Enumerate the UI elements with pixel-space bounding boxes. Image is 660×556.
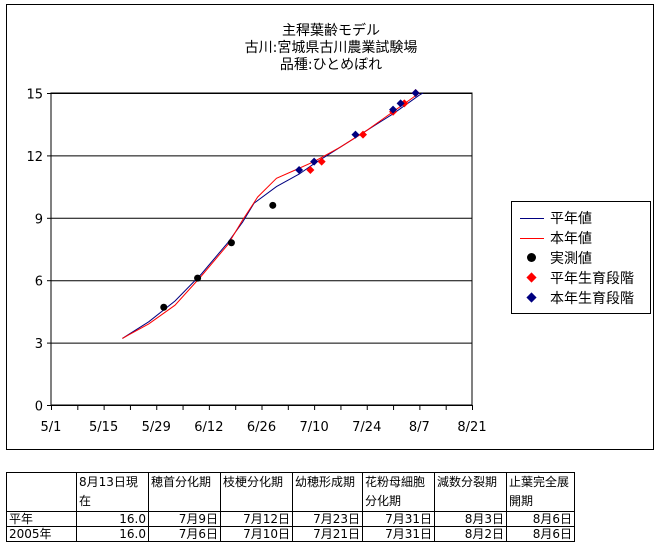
- x-tick-label: 5/15: [89, 420, 118, 435]
- legend-label: 実測値: [550, 250, 592, 267]
- legend-item-current-line: 本年値: [518, 228, 592, 247]
- table-cell: 7月10日: [220, 526, 293, 542]
- measured-point: [227, 239, 235, 247]
- chart-plot: 0 3 6 9 12 15 5/1 5/15 5/29 6/12 6/26 7/10 7/24 8/7 8/…: [26, 88, 486, 436]
- measured-point: [269, 201, 277, 209]
- legend-item-avg-stage: 平年生育段階: [518, 268, 634, 287]
- x-tick-label: 8/21: [457, 420, 486, 435]
- table-header-cell: 花粉母細胞分化期: [362, 472, 435, 512]
- x-tick-label: 7/24: [352, 420, 381, 435]
- series-layer: [122, 89, 424, 339]
- table-cell: 8月3日: [434, 511, 507, 527]
- x-tick-label: 7/10: [300, 420, 329, 435]
- stage-point: [317, 157, 326, 166]
- chart-title-line-2: 古川:宮城県古川農業試験場: [244, 40, 418, 56]
- table-header-cell: 幼穂形成期: [292, 472, 363, 512]
- legend-label: 平年生育段階: [550, 270, 634, 287]
- table-cell: 7月9日: [148, 511, 221, 527]
- table-cell: 8月2日: [434, 526, 507, 542]
- table-cell: 7月31日: [362, 526, 435, 542]
- x-tick-label: 8/7: [409, 420, 430, 435]
- x-tick-label: 5/29: [142, 420, 171, 435]
- y-tick-label: 15: [26, 88, 43, 103]
- y-tick-label: 12: [26, 150, 43, 165]
- table-cell: 7月31日: [362, 511, 435, 527]
- row-label: 平年: [6, 511, 77, 527]
- table-cell: 8月6日: [506, 511, 575, 527]
- grid-layer: [50, 92, 473, 406]
- measured-point: [160, 303, 168, 311]
- stage-point: [351, 130, 360, 139]
- row-label: 2005年: [6, 526, 77, 542]
- y-tick-label: 6: [35, 275, 43, 290]
- table-cell: 16.0: [76, 511, 149, 527]
- table-header-cell: 8月13日現在: [76, 472, 149, 512]
- table-cell: 7月12日: [220, 511, 293, 527]
- measured-point: [194, 274, 202, 282]
- stage-point: [411, 89, 420, 97]
- table-row: 2005年 16.0 7月6日 7月10日 7月21日 7月31日 8月2日 8…: [6, 526, 575, 542]
- legend-item-measured: 実測値: [518, 248, 592, 267]
- legend: 平年値 本年値 実測値 平年生育段階 本年生育段階: [511, 201, 651, 314]
- stage-point: [310, 157, 319, 166]
- table-header-cell: 減数分裂期: [434, 472, 507, 512]
- table-row: 平年 16.0 7月9日 7月12日 7月23日 7月31日 8月3日 8月6日: [6, 511, 575, 527]
- table-header-cell: 穂首分化期: [148, 472, 221, 512]
- stage-point: [295, 165, 304, 174]
- table-cell: 8月6日: [506, 526, 575, 542]
- table-header-cell: 止葉完全展開期: [506, 472, 575, 512]
- axis-layer: 0 3 6 9 12 15 5/1 5/15 5/29 6/12 6/26 7/10 7/24 8/7 8/…: [26, 88, 486, 436]
- legend-item-avg-line: 平年値: [518, 208, 592, 227]
- legend-label: 本年生育段階: [550, 290, 634, 307]
- legend-label: 本年値: [550, 230, 592, 247]
- table-cell: 16.0: [76, 526, 149, 542]
- y-tick-label: 3: [35, 337, 43, 352]
- stage-point: [306, 165, 315, 174]
- x-tick-label: 6/26: [247, 420, 276, 435]
- table-cell: 7月21日: [292, 526, 363, 542]
- table-header-cell: 枝梗分化期: [220, 472, 293, 512]
- chart-title-line-3: 品種:ひとめぼれ: [279, 57, 383, 73]
- legend-label: 平年値: [550, 210, 592, 227]
- table-header-cell: [6, 472, 77, 512]
- growth-stage-table: 8月13日現在 穂首分化期 枝梗分化期 幼穂形成期 花粉母細胞分化期 減数分裂期…: [6, 472, 575, 542]
- stage-point: [396, 99, 405, 108]
- plot-area: [50, 92, 473, 406]
- series-line: [122, 92, 420, 339]
- chart-frame: 主稈葉齢モデル 古川:宮城県古川農業試験場 品種:ひとめぼれ 0 3 6 9 12 15 5…: [6, 4, 654, 450]
- stage-point: [358, 130, 367, 139]
- y-tick-label: 9: [35, 212, 43, 227]
- x-tick-label: 5/1: [41, 420, 62, 435]
- table-cell: 7月6日: [148, 526, 221, 542]
- chart-title-line-1: 主稈葉齢モデル: [282, 23, 380, 39]
- table-cell: 7月23日: [292, 511, 363, 527]
- x-tick-label: 6/12: [194, 420, 223, 435]
- stage-point: [389, 105, 398, 114]
- table-header-row: 8月13日現在 穂首分化期 枝梗分化期 幼穂形成期 花粉母細胞分化期 減数分裂期…: [6, 472, 575, 512]
- series-line: [122, 92, 424, 339]
- legend-item-current-stage: 本年生育段階: [518, 288, 634, 307]
- y-tick-label: 0: [35, 400, 43, 415]
